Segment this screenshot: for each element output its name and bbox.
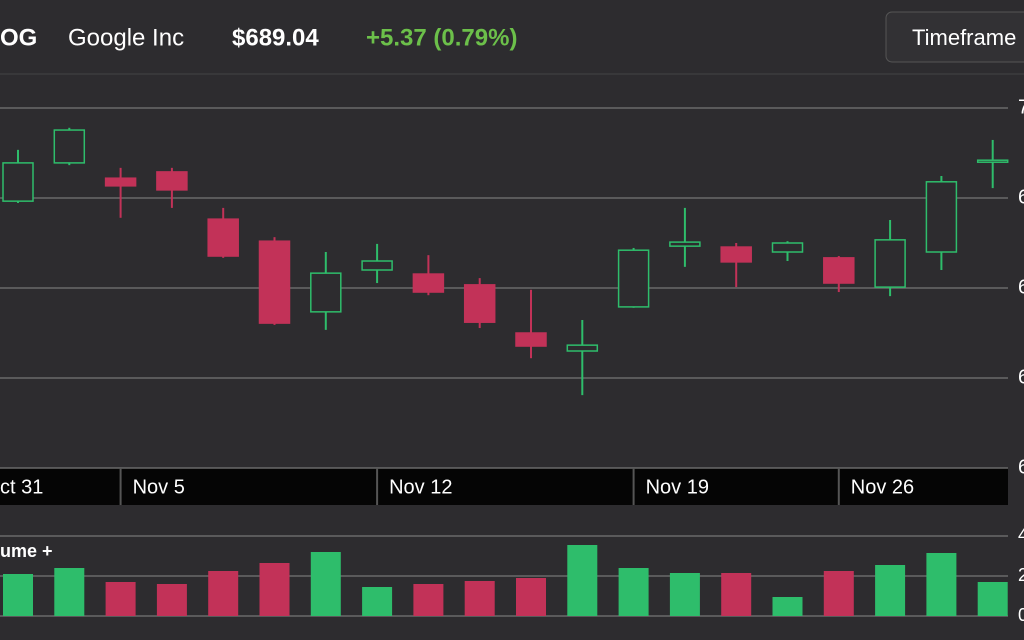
- volume-bar: [54, 568, 85, 616]
- button-frame[interactable]: [885, 11, 1024, 63]
- volume-bar: [3, 574, 33, 616]
- symbol: OG: [0, 24, 37, 51]
- candle-body: [361, 260, 393, 271]
- candle-body: [976, 159, 1009, 163]
- candle-body: [53, 129, 86, 164]
- volume-bar: [105, 582, 136, 616]
- change: +5.37 (0.79%): [366, 24, 517, 51]
- volume-bar: [362, 587, 393, 616]
- volume-bar: [156, 584, 187, 616]
- y-tick-label: 700: [1018, 96, 1024, 118]
- candle-body: [669, 241, 701, 247]
- x-tick-label: Nov 12: [389, 476, 452, 498]
- candle-body: [720, 246, 752, 263]
- timeframe-button[interactable]: Timeframe: [885, 11, 1024, 63]
- x-tick-label: Nov 19: [646, 476, 709, 498]
- x-tick-label: Nov 26: [851, 476, 914, 498]
- y-tick-label: 620: [1018, 456, 1024, 478]
- candle-body: [771, 242, 804, 253]
- candle-body: [566, 344, 599, 352]
- volume-bar: [669, 573, 700, 616]
- volume-bar: [926, 553, 957, 616]
- volume-bar: [310, 552, 341, 616]
- y-tick-label: 0: [1018, 605, 1024, 625]
- volume-bar: [977, 582, 1008, 616]
- volume-title: ume +: [0, 541, 53, 561]
- y-tick-label: 2: [1018, 565, 1024, 585]
- candle-body: [925, 181, 958, 253]
- candle-body: [207, 218, 239, 257]
- volume-bar: [721, 573, 752, 616]
- x-tick-label: Nov 5: [133, 476, 185, 498]
- candle-body: [823, 257, 855, 284]
- y-tick-label: 640: [1018, 366, 1024, 388]
- price: $689.04: [232, 24, 319, 51]
- y-tick-label: 680: [1018, 186, 1024, 208]
- volume-bar: [875, 565, 906, 616]
- candle-body: [515, 332, 547, 347]
- volume-bar: [567, 545, 598, 616]
- candle-body: [258, 240, 291, 324]
- volume-bar: [464, 581, 495, 616]
- company: Google Inc: [68, 24, 184, 51]
- candle-body: [104, 177, 137, 187]
- y-tick-label: 4: [1018, 525, 1024, 545]
- candle-body: [874, 239, 906, 288]
- candle-body: [2, 162, 34, 202]
- candle-body: [617, 249, 650, 308]
- date-bar: [0, 468, 1008, 505]
- volume-bar: [618, 568, 649, 616]
- volume-bar: [259, 563, 290, 616]
- candle-body: [310, 272, 342, 313]
- x-tick-label: ct 31: [0, 476, 43, 498]
- volume-bar: [516, 578, 546, 616]
- candle-body: [412, 273, 445, 293]
- volume-bar: [823, 571, 854, 616]
- volume-bar: [413, 584, 444, 616]
- y-tick-label: 660: [1018, 276, 1024, 298]
- button-label[interactable]: Timeframe: [912, 25, 1016, 50]
- candle-body: [156, 171, 188, 191]
- volume-bar: [772, 597, 803, 616]
- volume-bar: [208, 571, 239, 616]
- candle-body: [463, 284, 496, 323]
